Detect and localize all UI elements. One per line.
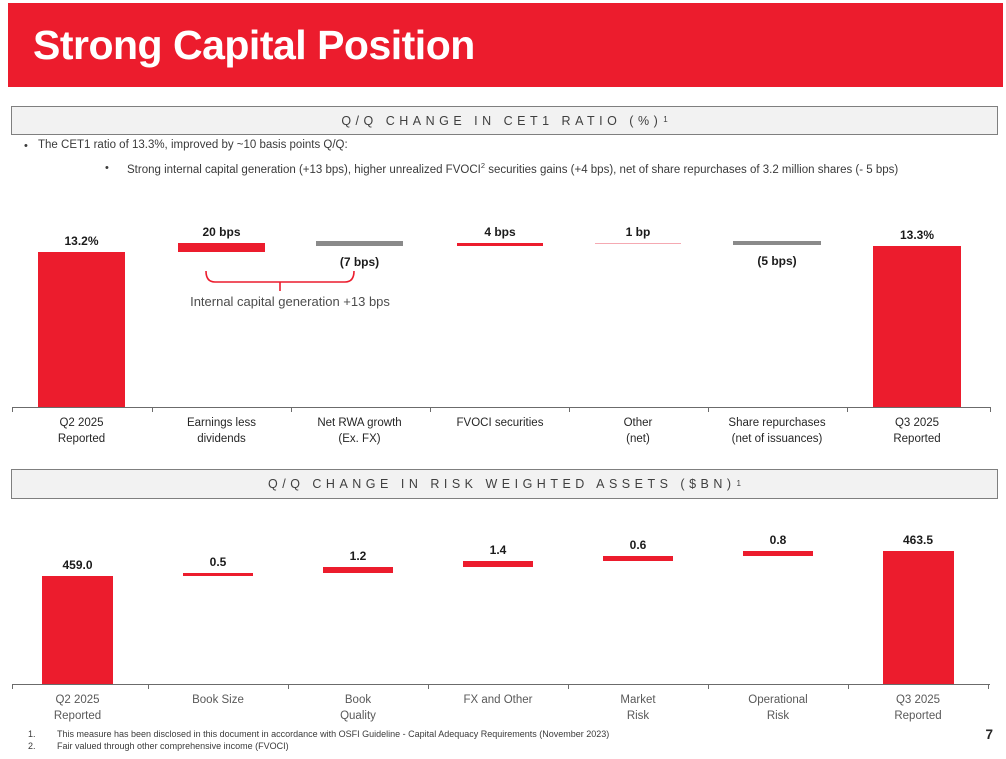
value-label-book-quality: 1.2 [349, 549, 367, 563]
value-label-share-repurchases: (5 bps) [757, 253, 797, 268]
value-label-q3-2025-reported: 13.3% [899, 228, 935, 242]
bullet-marker: • [24, 140, 28, 152]
bar-share-repurchases [733, 241, 821, 245]
section-header-rwa-text: Q/Q CHANGE IN RISK WEIGHTED ASSETS ($BN) [268, 477, 736, 491]
value-label-q2-2025-reported: 459.0 [62, 558, 93, 572]
axis-tick [988, 684, 989, 689]
axis-tick [708, 684, 709, 689]
axis-tick [848, 684, 849, 689]
category-label-q3-2025-reported: Q3 2025 Reported [893, 417, 941, 445]
value-label-q3-2025-reported: 463.5 [902, 533, 934, 547]
axis-tick [290, 407, 292, 412]
bar-q2-2025-reported [38, 252, 125, 407]
footnote-2-text: Fair valued through other comprehensive … [57, 741, 289, 751]
fvoci-footnote-ref: 2 [480, 161, 485, 170]
bar-q3-2025-reported [883, 551, 954, 684]
category-axis [12, 684, 990, 685]
category-label-net-rwa-growth-ex-fx: Net RWA growth (Ex. FX) [317, 417, 402, 445]
bar-fvoci-securities [457, 242, 543, 246]
axis-tick [990, 407, 991, 412]
internal-capital-generation-annotation: Internal capital generation +13 bps [190, 294, 390, 309]
category-label-share-repurchases: Share repurchases (net of issuances) [728, 417, 826, 445]
category-label-book-size: Book Size [192, 694, 244, 706]
category-label-fvoci-securities: FVOCI securities [456, 417, 544, 429]
axis-tick [847, 407, 848, 412]
category-label-q3-2025-reported: Q3 2025 Reported [894, 694, 942, 722]
axis-tick [288, 684, 289, 689]
category-label-earnings-less-dividends: Earnings less dividends [186, 417, 257, 445]
bar-earnings-less-dividends [178, 243, 265, 252]
axis-tick [568, 684, 569, 689]
category-label-fx-and-other: FX and Other [463, 694, 533, 706]
page-number: 7 [985, 727, 993, 742]
section-header-cet1-text: Q/Q CHANGE IN CET1 RATIO (%) [341, 113, 663, 128]
value-label-other-net: 1 bp [625, 224, 651, 239]
axis-tick [707, 407, 709, 412]
axis-tick [148, 684, 149, 689]
category-label-operational-risk: Operational Risk [748, 694, 808, 722]
internal-capital-generation-bracket-icon [205, 270, 355, 291]
category-label-other-net: Other (net) [623, 417, 653, 445]
axis-tick [428, 684, 429, 689]
section-header-cet1: Q/Q CHANGE IN CET1 RATIO (%) 1 [11, 106, 998, 135]
cet1-bullet-2-pre: Strong internal capital generation (+13 … [127, 163, 481, 176]
value-label-earnings-less-dividends: 20 bps [202, 225, 241, 239]
title-banner: Strong Capital Position [8, 3, 1003, 87]
cet1-bullet-2: Strong internal capital generation (+13 … [127, 161, 898, 176]
category-label-market-risk: Market Risk [620, 694, 656, 722]
bar-q2-2025-reported [42, 576, 113, 684]
axis-tick [569, 407, 570, 412]
bar-q3-2025-reported [873, 246, 961, 407]
section-header-rwa-footnote-ref: 1 [736, 478, 741, 488]
value-label-book-size: 0.5 [209, 555, 227, 569]
value-label-fvoci-securities: 4 bps [484, 224, 516, 239]
value-label-fx-and-other: 1.4 [489, 543, 507, 557]
cet1-bullet-2-post: securities gains (+4 bps), net of share … [485, 163, 899, 176]
bar-operational-risk [743, 551, 813, 556]
value-label-q2-2025-reported: 13.2% [64, 234, 99, 248]
category-label-book-quality: Book Quality [340, 694, 376, 722]
bar-net-rwa-growth-ex-fx [316, 241, 403, 246]
value-label-net-rwa-growth-ex-fx: (7 bps) [339, 254, 380, 269]
bar-fx-and-other [463, 561, 533, 567]
axis-tick [12, 407, 13, 412]
bullet-marker: • [105, 162, 109, 174]
bar-market-risk [603, 556, 673, 561]
value-label-market-risk: 0.6 [629, 538, 647, 552]
slide-title: Strong Capital Position [33, 21, 475, 68]
category-label-q2-2025-reported: Q2 2025 Reported [57, 417, 106, 445]
footnote-1-text: This measure has been disclosed in this … [57, 729, 610, 739]
section-header-cet1-footnote-ref: 1 [663, 115, 668, 124]
category-axis [12, 407, 990, 408]
axis-tick [430, 407, 431, 412]
cet1-bullet-1: The CET1 ratio of 13.3%, improved by ~10… [38, 139, 348, 151]
bar-book-quality [323, 567, 393, 573]
value-label-operational-risk: 0.8 [769, 533, 787, 547]
footnote-2-number: 2. [28, 741, 36, 751]
category-label-q2-2025-reported: Q2 2025 Reported [53, 694, 102, 722]
footnote-1-number: 1. [28, 729, 36, 739]
section-header-rwa: Q/Q CHANGE IN RISK WEIGHTED ASSETS ($BN)… [11, 469, 998, 499]
axis-tick [12, 684, 13, 689]
bar-other-net [595, 242, 681, 245]
axis-tick [151, 407, 153, 412]
bar-book-size [183, 573, 253, 576]
